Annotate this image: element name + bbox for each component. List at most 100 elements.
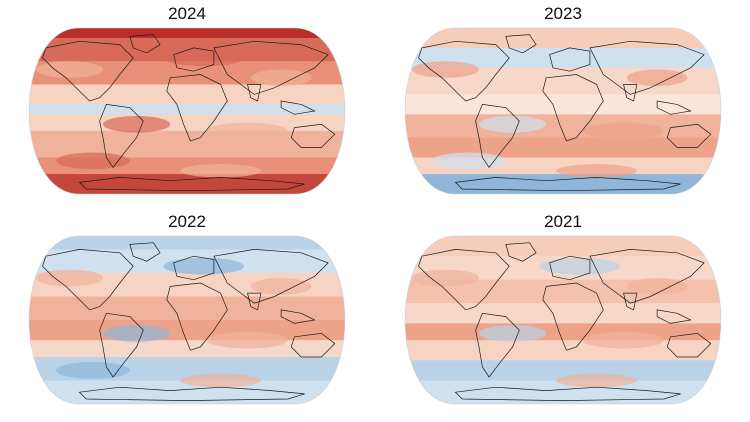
coastlines <box>42 34 336 192</box>
greenland-coastline <box>505 242 537 262</box>
africa-coastline <box>166 74 228 142</box>
world-map <box>404 27 722 195</box>
anomaly-patch <box>103 325 171 342</box>
anomaly-band <box>29 28 345 39</box>
africa-coastline <box>542 282 604 351</box>
north-america-coastline <box>42 40 134 102</box>
anomaly-band <box>405 174 721 194</box>
anomaly-patch <box>180 164 261 178</box>
australia-coastline <box>290 123 336 148</box>
anomaly-patch <box>583 331 664 349</box>
anomaly-band <box>29 236 345 251</box>
map-panel-2022: 2022 <box>12 212 362 412</box>
north-america-coastline <box>42 249 134 311</box>
europe-coastline <box>173 255 215 281</box>
north-america-coastline <box>418 249 510 311</box>
world-map <box>28 235 346 405</box>
coastlines <box>42 242 336 401</box>
anomaly-patch <box>35 269 103 287</box>
anomaly-patch <box>103 115 171 133</box>
anomaly-band <box>29 130 345 159</box>
europe-coastline <box>173 47 215 72</box>
asia-coastline <box>589 249 705 304</box>
anomaly-patch <box>431 152 506 170</box>
anomaly-patch <box>411 61 479 78</box>
map-outline <box>28 27 346 195</box>
anomaly-patch <box>163 49 245 67</box>
anomaly-field <box>405 236 721 404</box>
south-america-coastline <box>475 104 520 168</box>
africa-coastline <box>166 282 228 351</box>
anomaly-band <box>29 104 345 116</box>
africa-coastline <box>542 74 604 142</box>
anomaly-patch <box>479 325 547 342</box>
greenland-coastline <box>129 34 161 54</box>
map-panel-2024: 2024 <box>12 4 362 200</box>
india-coastline <box>247 292 262 311</box>
anomaly-patch <box>180 373 261 388</box>
anomaly-field <box>29 236 345 404</box>
anomaly-patch <box>207 331 288 349</box>
anomaly-patch <box>431 362 506 379</box>
europe-coastline <box>549 255 591 281</box>
antarctica-coastline <box>454 386 681 401</box>
south-america-coastline <box>99 104 144 168</box>
anomaly-patch <box>626 278 688 295</box>
se-asia-coastline <box>656 309 692 324</box>
panel-title: 2024 <box>168 4 206 23</box>
anomaly-patch <box>250 278 312 295</box>
anomaly-patch <box>583 122 664 140</box>
map-outline <box>28 235 346 405</box>
anomaly-band <box>29 380 345 404</box>
anomaly-patch <box>411 269 479 287</box>
map-panel-2023: 2023 <box>388 4 738 200</box>
anomaly-band <box>29 320 345 342</box>
india-coastline <box>623 292 638 311</box>
anomaly-band <box>405 303 721 325</box>
anomaly-band <box>29 340 345 358</box>
asia-coastline <box>213 249 329 304</box>
map-outline <box>404 27 722 195</box>
india-coastline <box>623 84 638 102</box>
greenland-coastline <box>505 34 537 54</box>
asia-coastline <box>589 40 705 95</box>
anomaly-patch <box>479 115 547 133</box>
anomaly-field <box>405 28 721 194</box>
anomaly-patch <box>163 257 245 275</box>
anomaly-patch <box>250 69 312 87</box>
panel-title: 2021 <box>544 212 582 231</box>
panel-title: 2023 <box>544 4 582 23</box>
greenland-coastline <box>129 242 161 262</box>
australia-coastline <box>290 333 336 358</box>
anomaly-band <box>405 340 721 362</box>
australia-coastline <box>666 123 712 148</box>
india-coastline <box>247 84 262 102</box>
anomaly-patch <box>539 257 621 275</box>
anomaly-band <box>29 114 345 132</box>
anomaly-patch <box>35 61 103 78</box>
anomaly-patch <box>207 122 288 140</box>
se-asia-coastline <box>656 100 692 115</box>
anomaly-patch <box>539 49 621 67</box>
antarctica-coastline <box>454 177 681 192</box>
se-asia-coastline <box>280 100 316 115</box>
asia-coastline <box>213 40 329 95</box>
antarctica-coastline <box>78 386 305 401</box>
anomaly-field <box>29 28 345 194</box>
anomaly-band <box>29 174 345 194</box>
anomaly-patch <box>55 152 130 170</box>
anomaly-band <box>29 296 345 321</box>
world-map <box>404 235 722 405</box>
anomaly-band <box>405 380 721 404</box>
north-america-coastline <box>418 40 510 102</box>
map-panel-2021: 2021 <box>388 212 738 412</box>
panel-title: 2022 <box>168 212 206 231</box>
anomaly-band <box>405 323 721 342</box>
world-map <box>28 27 346 195</box>
se-asia-coastline <box>280 309 316 324</box>
australia-coastline <box>666 333 712 358</box>
south-america-coastline <box>99 312 144 378</box>
anomaly-patch <box>556 373 637 388</box>
anomaly-patch <box>626 69 688 87</box>
anomaly-band <box>405 94 721 116</box>
